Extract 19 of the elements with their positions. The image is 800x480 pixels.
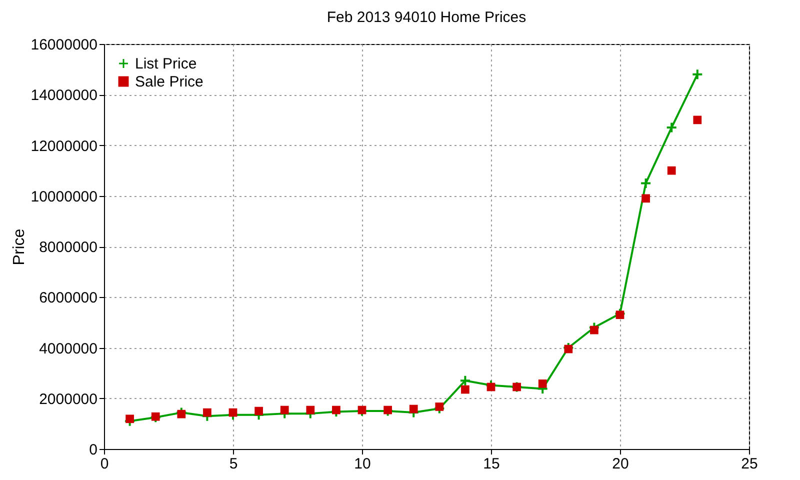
x-tick-label: 0 bbox=[100, 456, 109, 472]
x-tick-label: 10 bbox=[354, 456, 371, 472]
legend-label: List Price bbox=[135, 56, 197, 72]
legend-label: Sale Price bbox=[135, 74, 204, 90]
y-tick-label: 4000000 bbox=[39, 340, 98, 358]
y-tick-label: 6000000 bbox=[39, 290, 98, 307]
y-axis-title: Price bbox=[10, 228, 28, 266]
y-tick-label: 10000000 bbox=[30, 188, 98, 206]
chart-title: Feb 2013 94010 Home Prices bbox=[326, 9, 526, 26]
x-tick-label: 25 bbox=[741, 456, 758, 472]
x-tick-label: 5 bbox=[229, 456, 238, 472]
x-tick-label: 20 bbox=[612, 456, 629, 472]
y-tick-label: 2000000 bbox=[39, 390, 98, 408]
y-tick-label: 16000000 bbox=[30, 36, 98, 54]
y-tick-label: 12000000 bbox=[30, 138, 98, 155]
y-tick-label: 14000000 bbox=[30, 87, 98, 104]
y-tick-label: 8000000 bbox=[39, 239, 98, 256]
y-tick-label: 0 bbox=[89, 442, 98, 458]
x-tick-label: 15 bbox=[483, 456, 500, 472]
